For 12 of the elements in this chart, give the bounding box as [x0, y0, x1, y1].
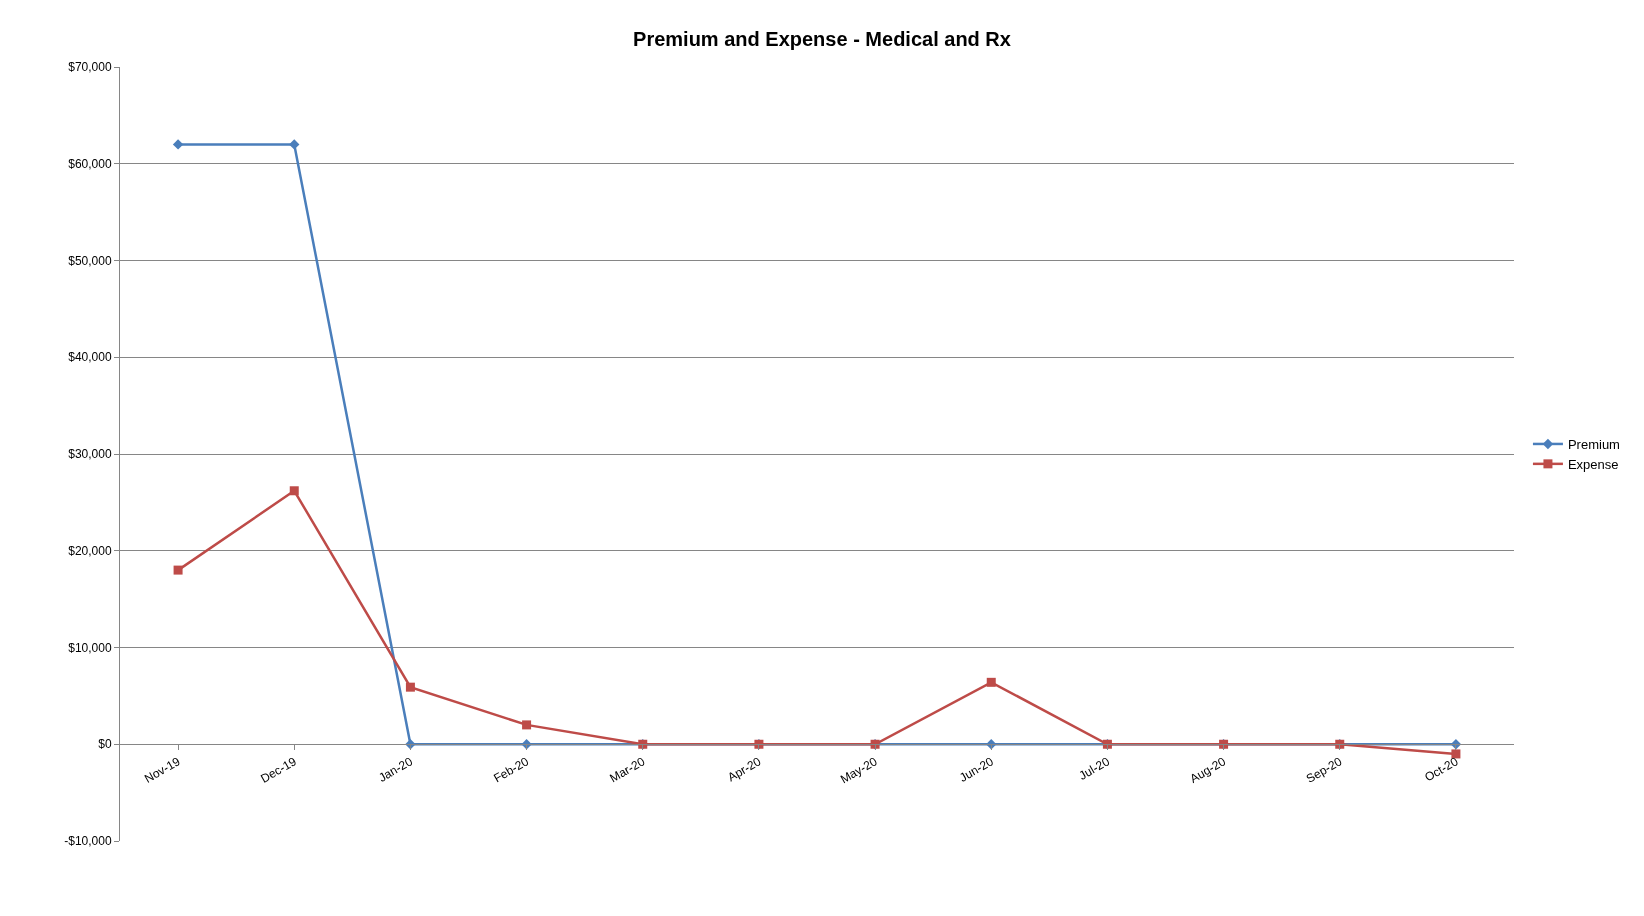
legend-label: Expense	[1567, 456, 1619, 472]
legend-label: Premium	[1567, 437, 1620, 453]
chart-title: Premium and Expense - Medical and Rx	[633, 28, 1011, 51]
y-tick-label: $40,000	[68, 350, 112, 365]
y-tick-label: $60,000	[68, 156, 112, 171]
y-tick-label: $50,000	[68, 253, 112, 268]
y-tick-label: $10,000	[68, 640, 112, 655]
y-tick-label: -$10,000	[64, 834, 112, 849]
y-tick-label: $0	[98, 737, 112, 752]
y-tick-label: $30,000	[68, 447, 112, 462]
y-tick-label: $20,000	[68, 543, 112, 558]
y-tick-label: $70,000	[68, 60, 112, 75]
